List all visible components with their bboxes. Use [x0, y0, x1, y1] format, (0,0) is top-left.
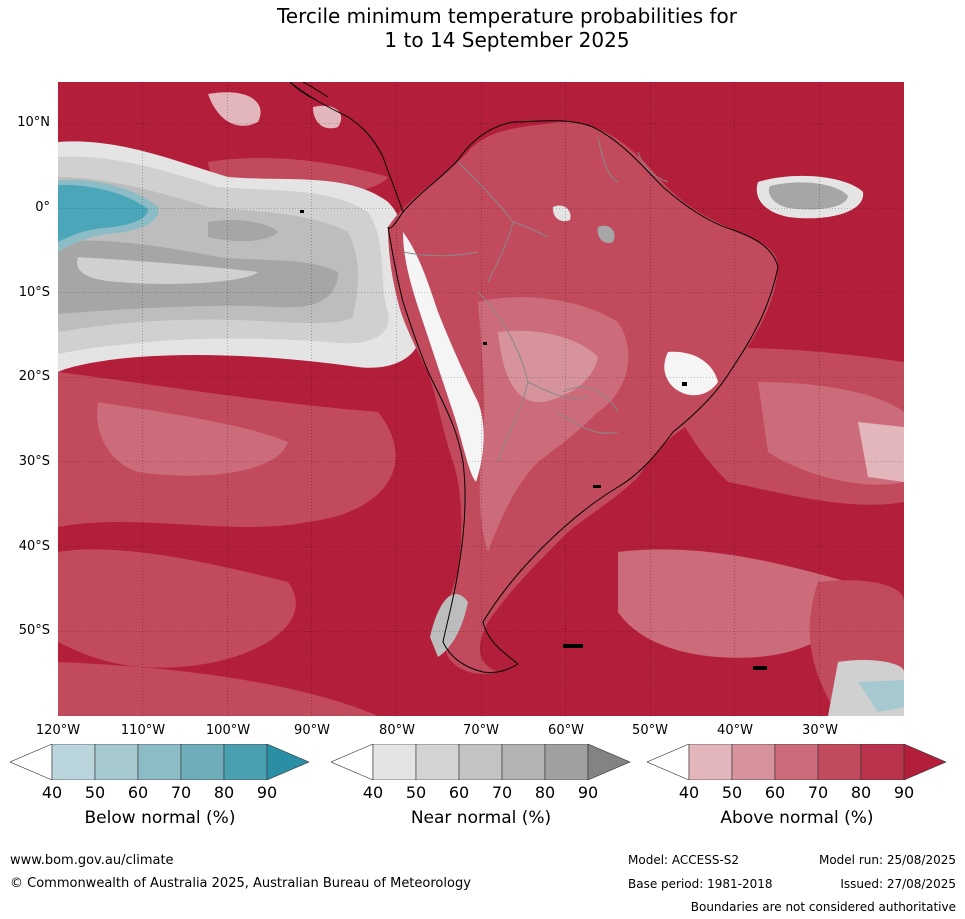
- above-tick-40: 40: [678, 783, 700, 802]
- issued-date: Issued: 27/08/2025: [840, 877, 956, 891]
- lon-label-50w: 50°W: [632, 723, 668, 738]
- near-normal-swatch-2: [415, 744, 460, 780]
- title-line-1: Tercile minimum temperature probabilitie…: [276, 4, 738, 28]
- lon-label-80w: 80°W: [379, 723, 415, 738]
- near-tick-50: 50: [405, 783, 427, 802]
- near-tick-60: 60: [448, 783, 470, 802]
- below-tick-50: 50: [84, 783, 106, 802]
- lon-label-110w: 110°W: [120, 723, 166, 738]
- map-title: Tercile minimum temperature probabilitie…: [0, 4, 965, 52]
- lake-features: [300, 210, 767, 670]
- lat-label-10n: 10°N: [17, 115, 50, 130]
- near-normal-swatch-5: [544, 744, 589, 780]
- lat-label-0: 0°: [35, 200, 50, 215]
- map-canvas: [58, 82, 904, 716]
- above-normal-swatch-4: [817, 744, 862, 780]
- below-normal-swatch-1: [51, 744, 96, 780]
- country-borders: [402, 136, 669, 463]
- below-normal-swatch-6: [266, 744, 310, 780]
- website-link[interactable]: www.bom.gov.au/climate: [10, 853, 174, 868]
- below-normal-title: Below normal (%): [84, 808, 236, 828]
- lat-label-50s: 50°S: [18, 623, 50, 638]
- above-tick-60: 60: [764, 783, 786, 802]
- below-normal-swatch-4: [180, 744, 225, 780]
- lat-label-40s: 40°S: [18, 539, 50, 554]
- lon-label-120w: 120°W: [35, 723, 81, 738]
- below-normal-swatch-3: [137, 744, 182, 780]
- above-tick-70: 70: [807, 783, 829, 802]
- above-normal-swatch-3: [774, 744, 819, 780]
- model-name: Model: ACCESS-S2: [628, 853, 740, 867]
- lon-label-60w: 60°W: [548, 723, 584, 738]
- near-normal-swatch-3: [458, 744, 503, 780]
- near-normal-swatch-0: [331, 744, 374, 780]
- below-tick-60: 60: [127, 783, 149, 802]
- near-normal-swatch-4: [501, 744, 546, 780]
- base-period: Base period: 1981-2018: [628, 877, 773, 891]
- near-normal-swatch-1: [372, 744, 417, 780]
- above-normal-swatch-1: [688, 744, 733, 780]
- above-tick-80: 80: [850, 783, 872, 802]
- above-normal-colorbar: [647, 744, 947, 780]
- above-normal-moderate-patches: [58, 92, 904, 716]
- near-normal-colorbar: [331, 744, 631, 780]
- below-tick-90: 90: [256, 783, 278, 802]
- near-normal-title: Near normal (%): [410, 808, 552, 828]
- near-tick-90: 90: [577, 783, 599, 802]
- lon-label-90w: 90°W: [294, 723, 330, 738]
- near-tick-70: 70: [491, 783, 513, 802]
- above-normal-swatch-6: [903, 744, 947, 780]
- below-normal-colorbar: [10, 744, 310, 780]
- below-tick-80: 80: [213, 783, 235, 802]
- above-tick-50: 50: [721, 783, 743, 802]
- lat-label-20s: 20°S: [18, 369, 50, 384]
- copyright-text: © Commonwealth of Australia 2025, Austra…: [10, 876, 471, 891]
- above-normal-swatch-0: [647, 744, 690, 780]
- coastline: [289, 82, 779, 673]
- lon-label-70w: 70°W: [463, 723, 499, 738]
- above-tick-90: 90: [893, 783, 915, 802]
- below-normal-swatch-2: [94, 744, 139, 780]
- lon-label-100w: 100°W: [205, 723, 251, 738]
- near-normal-swatch-6: [587, 744, 631, 780]
- title-line-2: 1 to 14 September 2025: [384, 28, 630, 52]
- near-tick-40: 40: [362, 783, 384, 802]
- below-tick-40: 40: [41, 783, 63, 802]
- boundaries-disclaimer: Boundaries are not considered authoritat…: [690, 900, 956, 914]
- probability-map: [58, 82, 904, 716]
- below-normal-swatch-5: [223, 744, 268, 780]
- graticule: [58, 82, 904, 716]
- lat-label-30s: 30°S: [18, 454, 50, 469]
- below-normal-swatch-0: [10, 744, 53, 780]
- lon-label-30w: 30°W: [802, 723, 838, 738]
- below-tick-70: 70: [170, 783, 192, 802]
- above-normal-title: Above normal (%): [720, 808, 874, 828]
- model-run: Model run: 25/08/2025: [818, 853, 956, 867]
- above-normal-swatch-5: [860, 744, 905, 780]
- near-tick-80: 80: [534, 783, 556, 802]
- above-normal-swatch-2: [731, 744, 776, 780]
- lat-label-10s: 10°S: [18, 285, 50, 300]
- lon-label-40w: 40°W: [717, 723, 753, 738]
